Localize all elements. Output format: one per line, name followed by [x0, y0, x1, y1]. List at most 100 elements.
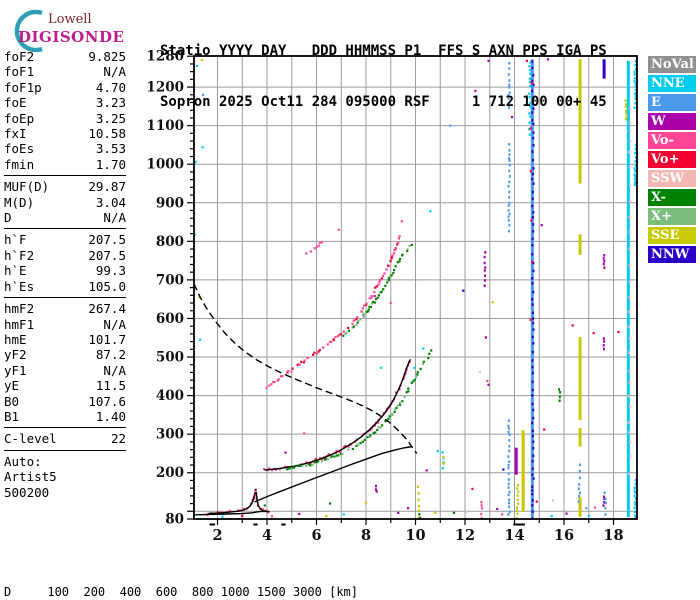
param-value: 3.25	[95, 110, 126, 126]
param-value: 1.40	[95, 408, 126, 424]
legend-item: Vo+	[648, 151, 696, 168]
header-columns: Statio YYYY DAY DDD HHMMSS P1 FFS S AXN …	[160, 43, 607, 59]
param-row: h`Es 105.0	[4, 279, 126, 294]
param-row: yE 11.5	[4, 378, 126, 393]
param-label: foEs	[4, 141, 35, 157]
param-row: hmF2 267.4	[4, 301, 126, 316]
param-value: 99.3	[95, 263, 126, 279]
y-tick-label: 400	[156, 388, 184, 404]
param-value: 22	[110, 431, 126, 447]
param-value: 3.23	[95, 95, 126, 111]
param-value: N/A	[103, 316, 126, 332]
param-row: B1 1.40	[4, 409, 126, 424]
param-value: 207.5	[88, 247, 126, 263]
param-label: h`F2	[4, 247, 35, 263]
param-value: 101.7	[88, 331, 126, 347]
autoscaling-info: Auto:	[4, 453, 42, 469]
param-row: h`E 99.3	[4, 263, 126, 278]
legend-item: W	[648, 113, 696, 130]
param-value: 107.6	[88, 393, 126, 409]
param-value: 9.825	[88, 49, 126, 64]
y-tick-label: 1200	[146, 80, 184, 96]
y-tick-label: 700	[156, 272, 184, 288]
param-label: C-level	[4, 431, 57, 447]
param-label: yF1	[4, 362, 27, 378]
legend-item: Vo-	[648, 132, 696, 149]
param-row: B0 107.6	[4, 394, 126, 409]
param-group: C-level 22	[4, 431, 126, 451]
x-tick-label: 4	[262, 527, 272, 544]
x-tick-label: 6	[311, 527, 321, 544]
param-label: foF1p	[4, 79, 42, 95]
param-value: 87.2	[95, 347, 126, 363]
param-value: 267.4	[88, 301, 126, 317]
param-label: foF2	[4, 49, 35, 64]
plot-grid	[194, 56, 637, 519]
param-row: fmin 1.70	[4, 157, 126, 172]
param-row: hmE 101.7	[4, 332, 126, 347]
legend-item: NNE	[648, 75, 696, 92]
param-value: 29.87	[88, 179, 126, 195]
param-value: N/A	[103, 210, 126, 226]
param-label: fxI	[4, 126, 27, 142]
param-label: hmF1	[4, 316, 35, 332]
param-value: N/A	[103, 362, 126, 378]
param-value: 105.0	[88, 278, 126, 294]
param-row: foE 3.23	[4, 95, 126, 110]
param-label: h`Es	[4, 278, 35, 294]
param-group: foF2 9.825 foF1 N/A foF1p 4.70 foE 3.23 foEp 3.25…	[4, 49, 126, 177]
param-value: 207.5	[88, 232, 126, 248]
plot-axes: 1280120011001000900800700600500400300200…	[146, 49, 638, 544]
param-row: M(D) 3.04	[4, 195, 126, 210]
legend-item: X-	[648, 189, 696, 206]
y-tick-label: 1280	[146, 49, 184, 65]
traces	[193, 235, 433, 516]
param-group: hmF2 267.4 hmF1 N/A hmE 101.7 yF2 87.2 yF1 N/A yE 1…	[4, 301, 126, 429]
param-label: yE	[4, 378, 20, 394]
param-row: foEp 3.25	[4, 111, 126, 126]
param-value: N/A	[103, 64, 126, 80]
parameter-panel: foF2 9.825 foF1 N/A foF1p 4.70 foE 3.23 foEp 3.25…	[4, 49, 126, 500]
x-tick-label: 10	[405, 527, 425, 544]
x-tick-label: 2	[212, 527, 222, 544]
param-label: MUF(D)	[4, 179, 50, 195]
param-row: h`F 207.5	[4, 232, 126, 247]
param-label: foEp	[4, 110, 35, 126]
param-row: MUF(D) 29.87	[4, 179, 126, 194]
x-tick-label: 14	[504, 527, 524, 544]
param-label: fmin	[4, 156, 35, 172]
param-value: 10.58	[88, 126, 126, 142]
legend-item: SSE	[648, 227, 696, 244]
digisonde-logo: Lowell DIGISONDE	[6, 6, 146, 52]
y-tick-label: 900	[156, 195, 184, 211]
param-row: hmF1 N/A	[4, 317, 126, 332]
legend-item: SSW	[648, 170, 696, 187]
param-group: MUF(D) 29.87 M(D) 3.04 D N/A	[4, 179, 126, 230]
param-label: foF1	[4, 64, 35, 80]
param-label: h`F	[4, 232, 27, 248]
autoscaling-info: 500200	[4, 484, 50, 500]
y-tick-label: 600	[156, 311, 184, 327]
param-row: yF1 N/A	[4, 363, 126, 378]
distance-row: D 100 200 400 600 800 1000 1500 3000 [km…	[4, 585, 359, 599]
param-row: fxI 10.58	[4, 126, 126, 141]
x-tick-label: 18	[603, 527, 623, 544]
param-label: h`E	[4, 263, 27, 279]
param-row: yF2 87.2	[4, 347, 126, 362]
param-row: foF2 9.825	[4, 49, 126, 64]
x-tick-label: 12	[455, 527, 475, 544]
param-label: hmF2	[4, 301, 35, 317]
param-row: foEs 3.53	[4, 141, 126, 156]
x-tick-label: 8	[361, 527, 371, 544]
param-value: 3.53	[95, 141, 126, 157]
logo-line2: DIGISONDE	[18, 28, 125, 46]
legend-item: NNW	[648, 246, 696, 263]
legend-item: NoVal	[648, 56, 696, 73]
param-label: yF2	[4, 347, 27, 363]
y-tick-label: 80	[165, 512, 184, 528]
param-row: h`F2 207.5	[4, 248, 126, 263]
y-tick-label: 200	[156, 465, 184, 481]
header-values: Sopron 2025 Oct11 284 095000 RSF 1 712 1…	[160, 94, 607, 110]
